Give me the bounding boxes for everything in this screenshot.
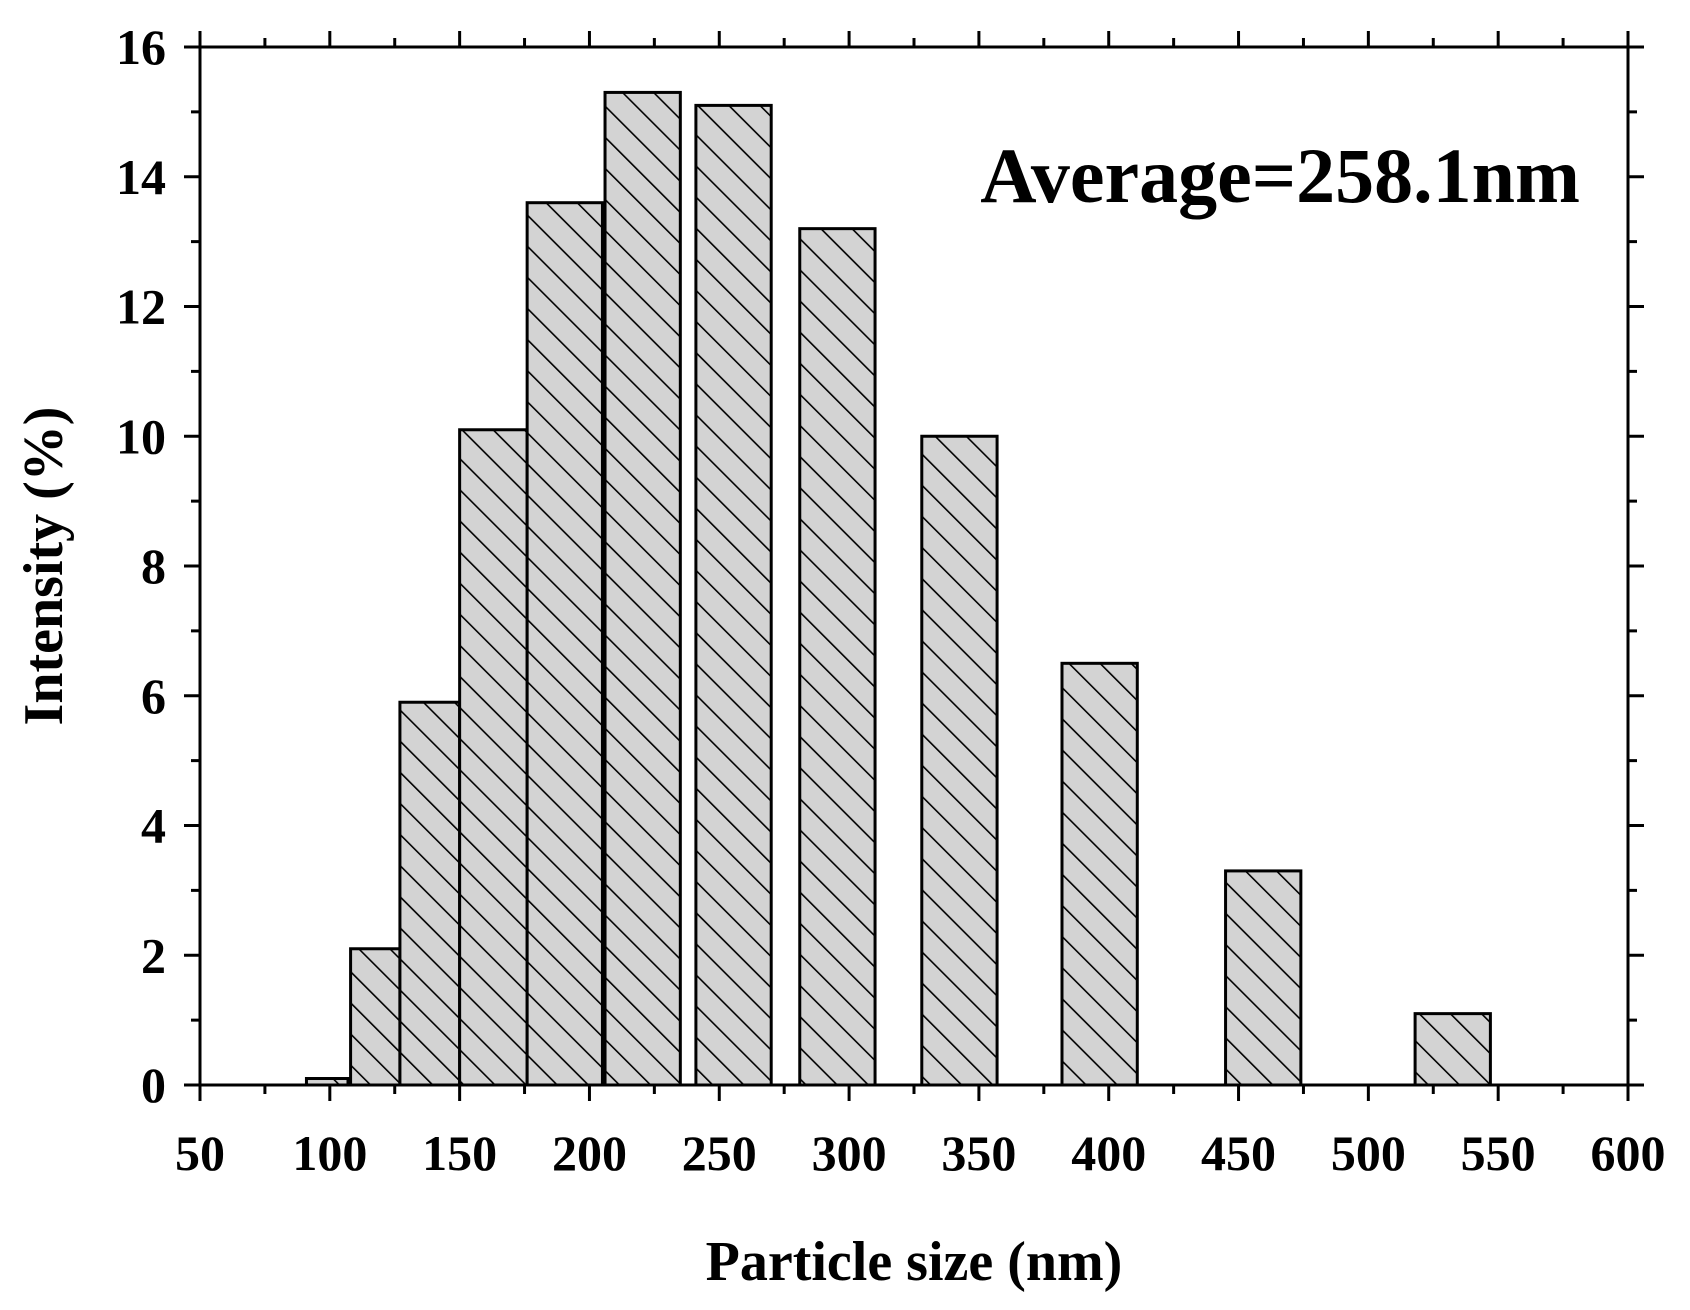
y-tick-label: 12 [116,279,166,335]
x-tick-label: 150 [422,1125,497,1181]
bar-9 [920,434,999,1087]
y-tick-label: 6 [141,668,166,724]
bar-7 [694,103,773,1087]
y-tick-label: 10 [116,408,166,464]
x-tick-label: 600 [1591,1125,1666,1181]
bar-11 [1224,869,1303,1087]
x-tick-label: 50 [175,1125,225,1181]
x-tick-label: 550 [1461,1125,1536,1181]
bar-2 [349,947,402,1087]
bar-6 [603,90,682,1087]
x-axis-title: Particle size (nm) [706,1231,1123,1293]
bars-group [304,90,1492,1087]
x-tick-label: 450 [1201,1125,1276,1181]
bar-4 [458,428,529,1087]
bar-10 [1060,661,1139,1087]
y-axis-title: Intensity (%) [13,407,75,726]
bar-5 [525,201,604,1087]
bar-8 [798,227,877,1087]
x-tick-label: 350 [941,1125,1016,1181]
y-tick-label: 2 [141,927,166,983]
x-tick-label: 250 [682,1125,757,1181]
bar-12 [1413,1012,1492,1087]
x-tick-label: 100 [292,1125,367,1181]
x-tick-label: 400 [1071,1125,1146,1181]
average-annotation: Average=258.1nm [980,132,1580,219]
y-tick-label: 8 [141,538,166,594]
axis-ticks [184,31,1644,1101]
x-tick-label: 200 [552,1125,627,1181]
y-tick-labels: 0 2 4 6 8 10 12 14 16 [116,19,166,1113]
x-tick-labels: 50 100 150 200 250 300 350 400 450 500 550 600 [175,1125,1666,1181]
x-tick-label: 300 [812,1125,887,1181]
bar-3 [398,700,462,1087]
y-tick-label: 14 [116,149,166,205]
y-tick-label: 16 [116,19,166,75]
y-tick-label: 4 [141,798,166,854]
y-tick-label: 0 [141,1057,166,1113]
x-tick-label: 500 [1331,1125,1406,1181]
